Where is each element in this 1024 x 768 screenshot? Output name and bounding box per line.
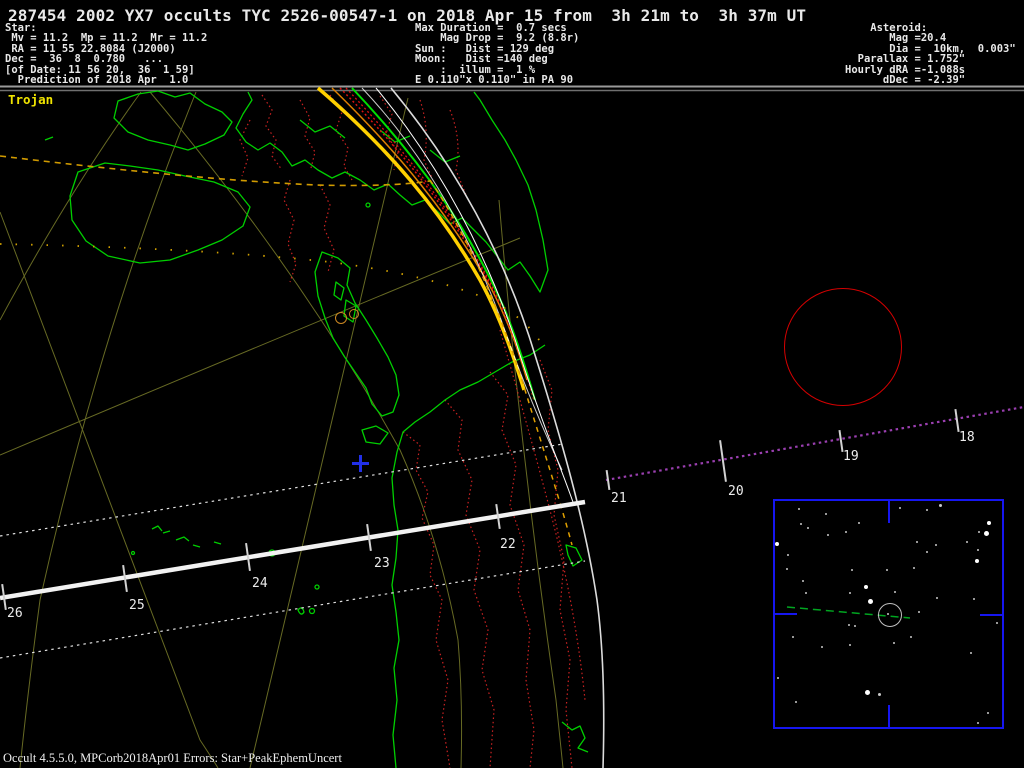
- path-limit-lines: [0, 443, 586, 659]
- subpoint-cross-icon: [358, 455, 362, 472]
- status-bar: Occult 4.5.5.0, MPCorb2018Apr01 Errors: …: [3, 751, 342, 765]
- header-separator: [0, 85, 1024, 92]
- sky-track-line: [605, 405, 1024, 482]
- event-info-block: Max Duration = 0.7 secs Mag Drop = 9.2 (…: [415, 22, 580, 87]
- event-title: 287454 2002 YX7 occults TYC 2526-00547-1…: [8, 6, 807, 25]
- target-star-circle: [878, 603, 902, 627]
- shadow-size-circle: [784, 288, 902, 406]
- inset-asteroid-path: [786, 606, 911, 619]
- coastlines: [44, 90, 589, 768]
- graticule-lines: [0, 91, 564, 768]
- asteroid-class-label: Trojan: [8, 92, 54, 107]
- star-info-block: Star: Mv = 11.2 Mp = 11.2 Mr = 11.2 RA =…: [5, 22, 208, 87]
- limb-path-bundle: [316, 86, 575, 546]
- starfield-inset[interactable]: [773, 499, 1004, 729]
- shadow-path-centerline: [0, 499, 586, 601]
- globe-limb: [390, 87, 605, 768]
- asteroid-info-block: Asteroid: Mag =20.4 Dia = 10km, 0.003" P…: [845, 22, 1016, 87]
- country-borders: [239, 94, 586, 768]
